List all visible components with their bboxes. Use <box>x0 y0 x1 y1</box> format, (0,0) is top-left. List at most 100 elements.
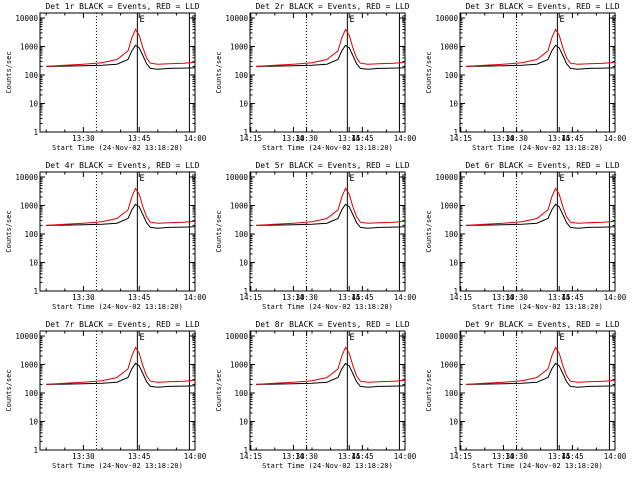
y-tick-label: 1 <box>33 446 38 455</box>
x-tick-label: 14:15 <box>450 452 473 461</box>
y-tick-label: 10000 <box>15 14 38 23</box>
time-marker-label: E <box>139 15 144 25</box>
y-tick-label: 1000 <box>440 361 459 370</box>
detector-panel-2: Det 2r BLACK = Events, RED = LLD 1 10 100 10… <box>215 2 584 152</box>
y-tick-label: 10 <box>29 418 39 427</box>
time-marker-label: F <box>611 15 616 25</box>
x-tick-label: 14:00 <box>604 134 627 143</box>
lld-series-line <box>46 28 195 67</box>
x-tick-label: 13:45 <box>128 134 151 143</box>
y-tick-label: 10 <box>449 100 459 109</box>
plot-frame <box>39 171 196 292</box>
lld-series-line <box>466 187 615 226</box>
plot-frame <box>39 12 196 133</box>
lld-series-line <box>46 187 195 226</box>
x-tick-label: 14:00 <box>604 452 627 461</box>
plot-frame <box>459 12 616 133</box>
x-tick-label: 14:30 <box>295 134 318 143</box>
time-marker-label: E <box>139 174 144 184</box>
time-marker-label: F <box>611 333 616 343</box>
x-tick-label: 14:15 <box>450 134 473 143</box>
y-tick-label: 10000 <box>225 14 248 23</box>
x-tick-label: 13:30 <box>72 293 95 302</box>
y-tick-label: 1 <box>243 128 248 137</box>
x-tick-label: 14:45 <box>561 293 584 302</box>
panel-title: Det 1r BLACK = Events, RED = LLD <box>45 2 199 11</box>
y-tick-label: 1000 <box>440 43 459 52</box>
y-tick-label: 100 <box>234 230 248 239</box>
x-tick-label: 14:30 <box>295 293 318 302</box>
x-tick-label: 13:45 <box>338 293 361 302</box>
x-axis-label: Start Time (24-Nov-02 13:18:20) <box>52 144 183 152</box>
panel-title: Det 4r BLACK = Events, RED = LLD <box>45 161 199 170</box>
x-tick-label: 14:00 <box>184 452 207 461</box>
events-series-line <box>466 203 615 229</box>
plot-frame <box>249 12 406 133</box>
events-series-line <box>466 362 615 388</box>
y-tick-label: 1 <box>33 287 38 296</box>
detector-panel-4: Det 4r BLACK = Events, RED = LLD 1 10 100 10… <box>5 161 374 311</box>
time-marker-label: F <box>191 15 196 25</box>
x-tick-label: 14:15 <box>240 134 263 143</box>
x-tick-label: 13:45 <box>128 293 151 302</box>
time-marker-label: F <box>401 333 406 343</box>
y-tick-label: 10000 <box>435 14 458 23</box>
x-tick-label: 14:15 <box>240 452 263 461</box>
y-tick-label: 100 <box>24 230 38 239</box>
y-tick-label: 1 <box>453 128 458 137</box>
x-tick-label: 14:30 <box>505 452 528 461</box>
y-tick-label: 10000 <box>15 332 38 341</box>
x-tick-label: 14:45 <box>351 293 374 302</box>
x-tick-label: 14:15 <box>450 293 473 302</box>
y-tick-label: 10 <box>239 100 249 109</box>
x-tick-label: 13:30 <box>282 452 305 461</box>
x-tick-label: 13:45 <box>338 452 361 461</box>
x-axis-label: Start Time (24-Nov-02 13:18:20) <box>262 144 393 152</box>
plot-frame <box>459 171 616 292</box>
time-marker-label: F <box>191 174 196 184</box>
x-tick-label: 14:00 <box>604 293 627 302</box>
time-marker-label: E <box>559 174 564 184</box>
x-axis-label: Start Time (24-Nov-02 13:18:20) <box>472 462 603 470</box>
plot-frame <box>249 171 406 292</box>
panel-title: Det 8r BLACK = Events, RED = LLD <box>255 320 409 329</box>
x-tick-label: 14:00 <box>184 293 207 302</box>
lld-series-line <box>466 346 615 385</box>
time-marker-label: E <box>559 15 564 25</box>
events-series-line <box>46 44 195 70</box>
x-axis-label: Start Time (24-Nov-02 13:18:20) <box>52 462 183 470</box>
x-tick-label: 13:30 <box>492 452 515 461</box>
time-marker-label: F <box>611 174 616 184</box>
y-tick-label: 1000 <box>20 361 39 370</box>
y-tick-label: 10 <box>239 259 249 268</box>
y-tick-label: 10000 <box>435 332 458 341</box>
x-tick-label: 14:00 <box>394 134 417 143</box>
y-tick-label: 10 <box>29 100 39 109</box>
y-axis-label: Counts/sec <box>5 51 13 93</box>
time-marker-label: E <box>349 174 354 184</box>
detector-panel-8: Det 8r BLACK = Events, RED = LLD 1 10 100 10… <box>215 320 584 470</box>
time-marker-label: F <box>401 15 406 25</box>
time-marker-label: F <box>191 333 196 343</box>
y-tick-label: 10000 <box>435 173 458 182</box>
y-tick-label: 100 <box>444 71 458 80</box>
lld-series-line <box>256 346 405 385</box>
panel-title: Det 7r BLACK = Events, RED = LLD <box>45 320 199 329</box>
y-tick-label: 1000 <box>230 43 249 52</box>
y-tick-label: 1 <box>243 287 248 296</box>
time-marker-label: E <box>139 333 144 343</box>
panel-title: Det 6r BLACK = Events, RED = LLD <box>465 161 619 170</box>
lld-series-line <box>466 28 615 67</box>
lld-series-line <box>256 187 405 226</box>
x-tick-label: 13:45 <box>128 452 151 461</box>
x-tick-label: 14:30 <box>505 293 528 302</box>
events-series-line <box>46 203 195 229</box>
y-axis-label: Counts/sec <box>5 369 13 411</box>
plot-frame <box>249 330 406 451</box>
x-axis-label: Start Time (24-Nov-02 13:18:20) <box>262 462 393 470</box>
events-series-line <box>466 44 615 70</box>
x-tick-label: 13:30 <box>282 293 305 302</box>
plot-frame <box>459 330 616 451</box>
